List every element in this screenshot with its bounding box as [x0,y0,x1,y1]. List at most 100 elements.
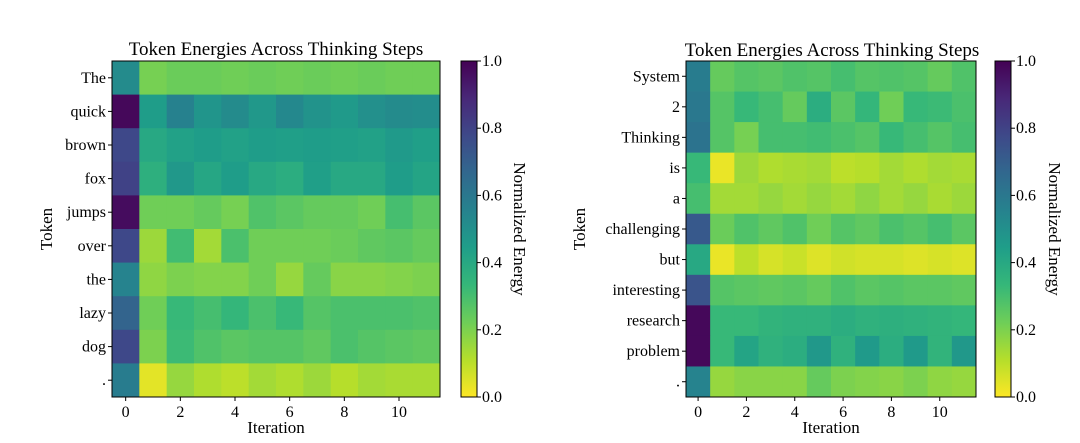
heatmap-cell [686,61,711,92]
heatmap-cell [734,305,759,337]
heatmap-cell [303,363,332,398]
heatmap-cell [221,61,250,95]
heatmap-cell [903,305,929,337]
heatmap-cell [248,229,277,263]
heatmap-cell [927,335,953,367]
y-tick-label: The [81,70,106,87]
heatmap-cell [194,363,222,398]
heatmap-cell [330,329,359,364]
heatmap-cell [734,122,759,154]
heatmap-cell [194,161,222,196]
heatmap-cell [951,305,977,337]
heatmap-cell [879,335,904,367]
heatmap-cell [412,296,441,331]
heatmap-cell [166,128,195,163]
heatmap-cell [758,122,784,154]
heatmap-cell [710,91,735,123]
heatmap-cell [166,61,195,95]
x-tick-labels-right: 0 2 4 6 8 10 [694,397,948,421]
heatmap-cell [166,161,195,196]
heatmap-cell [248,94,277,129]
heatmap-cell [358,128,386,163]
heatmap-cell [166,195,195,230]
heatmap-cell [686,91,711,123]
heatmap-cell [112,229,140,263]
heatmap-cell [686,122,711,154]
heatmap-cell [276,161,304,196]
heatmap-cell [927,213,953,245]
heatmap-cell [903,61,929,92]
heatmap-cell [385,161,414,196]
colorbar-left: 0.0 0.2 0.4 0.6 0.8 1.0 Normalized Energy [460,53,529,406]
y-tick-label: . [676,374,680,391]
x-tick-label: 4 [791,404,799,421]
heatmap-cell [248,329,277,364]
heatmap-cell [248,128,277,163]
heatmap-cell [303,195,332,230]
heatmap-cell [221,195,250,230]
heatmap-cell [855,152,880,184]
heatmap-cell [855,122,880,154]
heatmap-cell [276,94,304,129]
heatmap-cell [139,161,168,196]
heatmap-cell [385,128,414,163]
colorbar-tick-label: 0.8 [482,120,502,137]
x-tick-label: 10 [932,404,948,421]
heatmap-cell [385,61,414,95]
x-tick-label: 2 [176,404,184,421]
heatmap-cell [303,296,332,331]
heatmap-cell [330,296,359,331]
heatmap-cell [903,152,929,184]
heatmap-cell [686,335,711,367]
heatmap-cell [734,335,759,367]
heatmap-cell [221,94,250,129]
y-axis-label-right: Token [570,207,589,250]
y-tick-label: brown [65,137,106,154]
x-tick-labels-left: 0 2 4 6 8 10 [122,397,407,421]
heatmap-cell [303,262,332,297]
heatmap-cell [758,61,784,92]
heatmap-cell [734,152,759,184]
x-tick-label: 0 [694,404,702,421]
heatmap-cell [806,183,832,215]
heatmap-cell [330,229,359,263]
heatmap-cell [385,262,414,297]
heatmap-cell [112,195,140,230]
heatmap-cell [412,195,441,230]
y-tick-label: over [78,238,107,255]
heatmap-cell [831,305,856,337]
heatmap-cell [221,161,250,196]
colorbar-tick-label: 1.0 [1016,53,1036,70]
heatmap-cell [276,61,304,95]
heatmap-cell [385,229,414,263]
heatmap-chart-left: Token Energies Across Thinking Steps The… [37,39,529,437]
heatmap-cell [879,91,904,123]
y-tick-label: dog [82,339,106,356]
heatmap-cell [758,335,784,367]
heatmap-cell [303,329,332,364]
heatmap-cell [303,128,332,163]
heatmap-cell [710,274,735,306]
heatmap-cell [903,274,929,306]
heatmap-cell [139,195,168,230]
plot-frame-left [111,60,441,398]
heatmap-cell [686,213,711,245]
heatmap-cell [855,274,880,306]
heatmap-cell [412,229,441,263]
y-tick-label: problem [627,343,681,360]
colorbar-tick-labels-left: 0.0 0.2 0.4 0.6 0.8 1.0 [477,53,502,406]
x-tick-label: 8 [340,404,348,421]
heatmap-cells-right [686,61,977,398]
heatmap-cell [303,161,332,196]
heatmap-cells-left [112,61,441,398]
heatmap-cell [358,363,386,398]
heatmap-cell [903,183,929,215]
colorbar-tick-label: 0.6 [1016,187,1036,204]
heatmap-cell [330,161,359,196]
heatmap-cell [358,195,386,230]
heatmap-cell [412,161,441,196]
heatmap-cell [221,128,250,163]
colorbar-gradient-right [995,61,1011,397]
heatmap-cell [276,195,304,230]
heatmap-cell [112,329,140,364]
